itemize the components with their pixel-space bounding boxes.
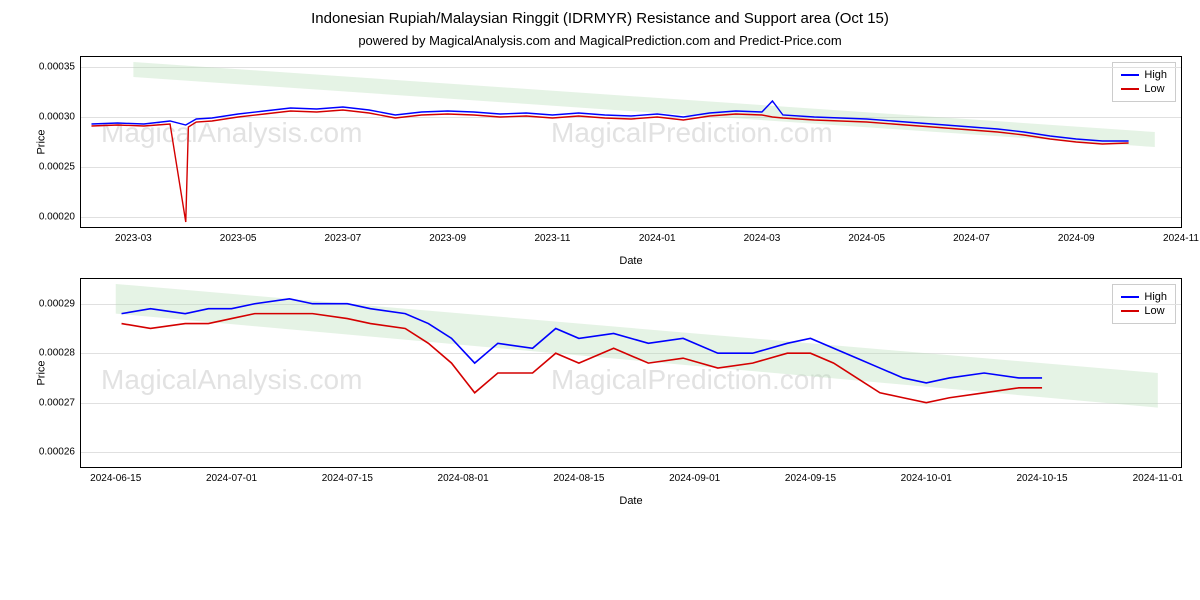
- x-tick-label: 2023-03: [115, 227, 152, 244]
- support-resistance-band: [116, 284, 1158, 408]
- y-axis-label-bottom: Price: [36, 360, 48, 385]
- x-tick-label: 2024-08-01: [438, 467, 489, 484]
- chart-title: Indonesian Rupiah/Malaysian Ringgit (IDR…: [0, 0, 1200, 27]
- x-tick-label: 2024-11: [1163, 227, 1199, 244]
- y-tick-label: 0.00020: [39, 212, 81, 223]
- y-tick-label: 0.00026: [39, 447, 81, 458]
- plot-svg: [81, 279, 1181, 467]
- x-tick-label: 2024-09: [1058, 227, 1095, 244]
- x-tick-label: 2024-11-01: [1133, 467, 1183, 484]
- y-tick-label: 0.00035: [39, 62, 81, 73]
- x-tick-label: 2024-07: [953, 227, 990, 244]
- chart-top: Price Date MagicalAnalysis.com MagicalPr…: [80, 56, 1182, 228]
- y-tick-label: 0.00029: [39, 298, 81, 309]
- x-tick-label: 2023-09: [429, 227, 466, 244]
- chart-bottom: Price Date MagicalAnalysis.com MagicalPr…: [80, 278, 1182, 468]
- x-tick-label: 2024-07-01: [206, 467, 257, 484]
- x-tick-label: 2024-08-15: [553, 467, 604, 484]
- y-axis-label-top: Price: [36, 129, 48, 154]
- x-tick-label: 2024-07-15: [322, 467, 373, 484]
- x-tick-label: 2024-05: [848, 227, 885, 244]
- y-tick-label: 0.00028: [39, 348, 81, 359]
- x-tick-label: 2024-09-15: [785, 467, 836, 484]
- x-axis-label-bottom: Date: [619, 495, 642, 507]
- y-tick-label: 0.00025: [39, 162, 81, 173]
- x-tick-label: 2024-10-01: [901, 467, 952, 484]
- support-resistance-band: [133, 62, 1154, 147]
- y-tick-label: 0.00027: [39, 397, 81, 408]
- x-tick-label: 2024-06-15: [90, 467, 141, 484]
- x-tick-label: 2023-07: [325, 227, 362, 244]
- x-tick-label: 2023-11: [534, 227, 570, 244]
- x-axis-label-top: Date: [619, 255, 642, 267]
- x-tick-label: 2024-01: [639, 227, 676, 244]
- x-tick-label: 2024-10-15: [1016, 467, 1067, 484]
- x-tick-label: 2024-09-01: [669, 467, 720, 484]
- plot-svg: [81, 57, 1181, 227]
- x-tick-label: 2023-05: [220, 227, 257, 244]
- x-tick-label: 2024-03: [744, 227, 781, 244]
- chart-subtitle: powered by MagicalAnalysis.com and Magic…: [0, 27, 1200, 56]
- y-tick-label: 0.00030: [39, 112, 81, 123]
